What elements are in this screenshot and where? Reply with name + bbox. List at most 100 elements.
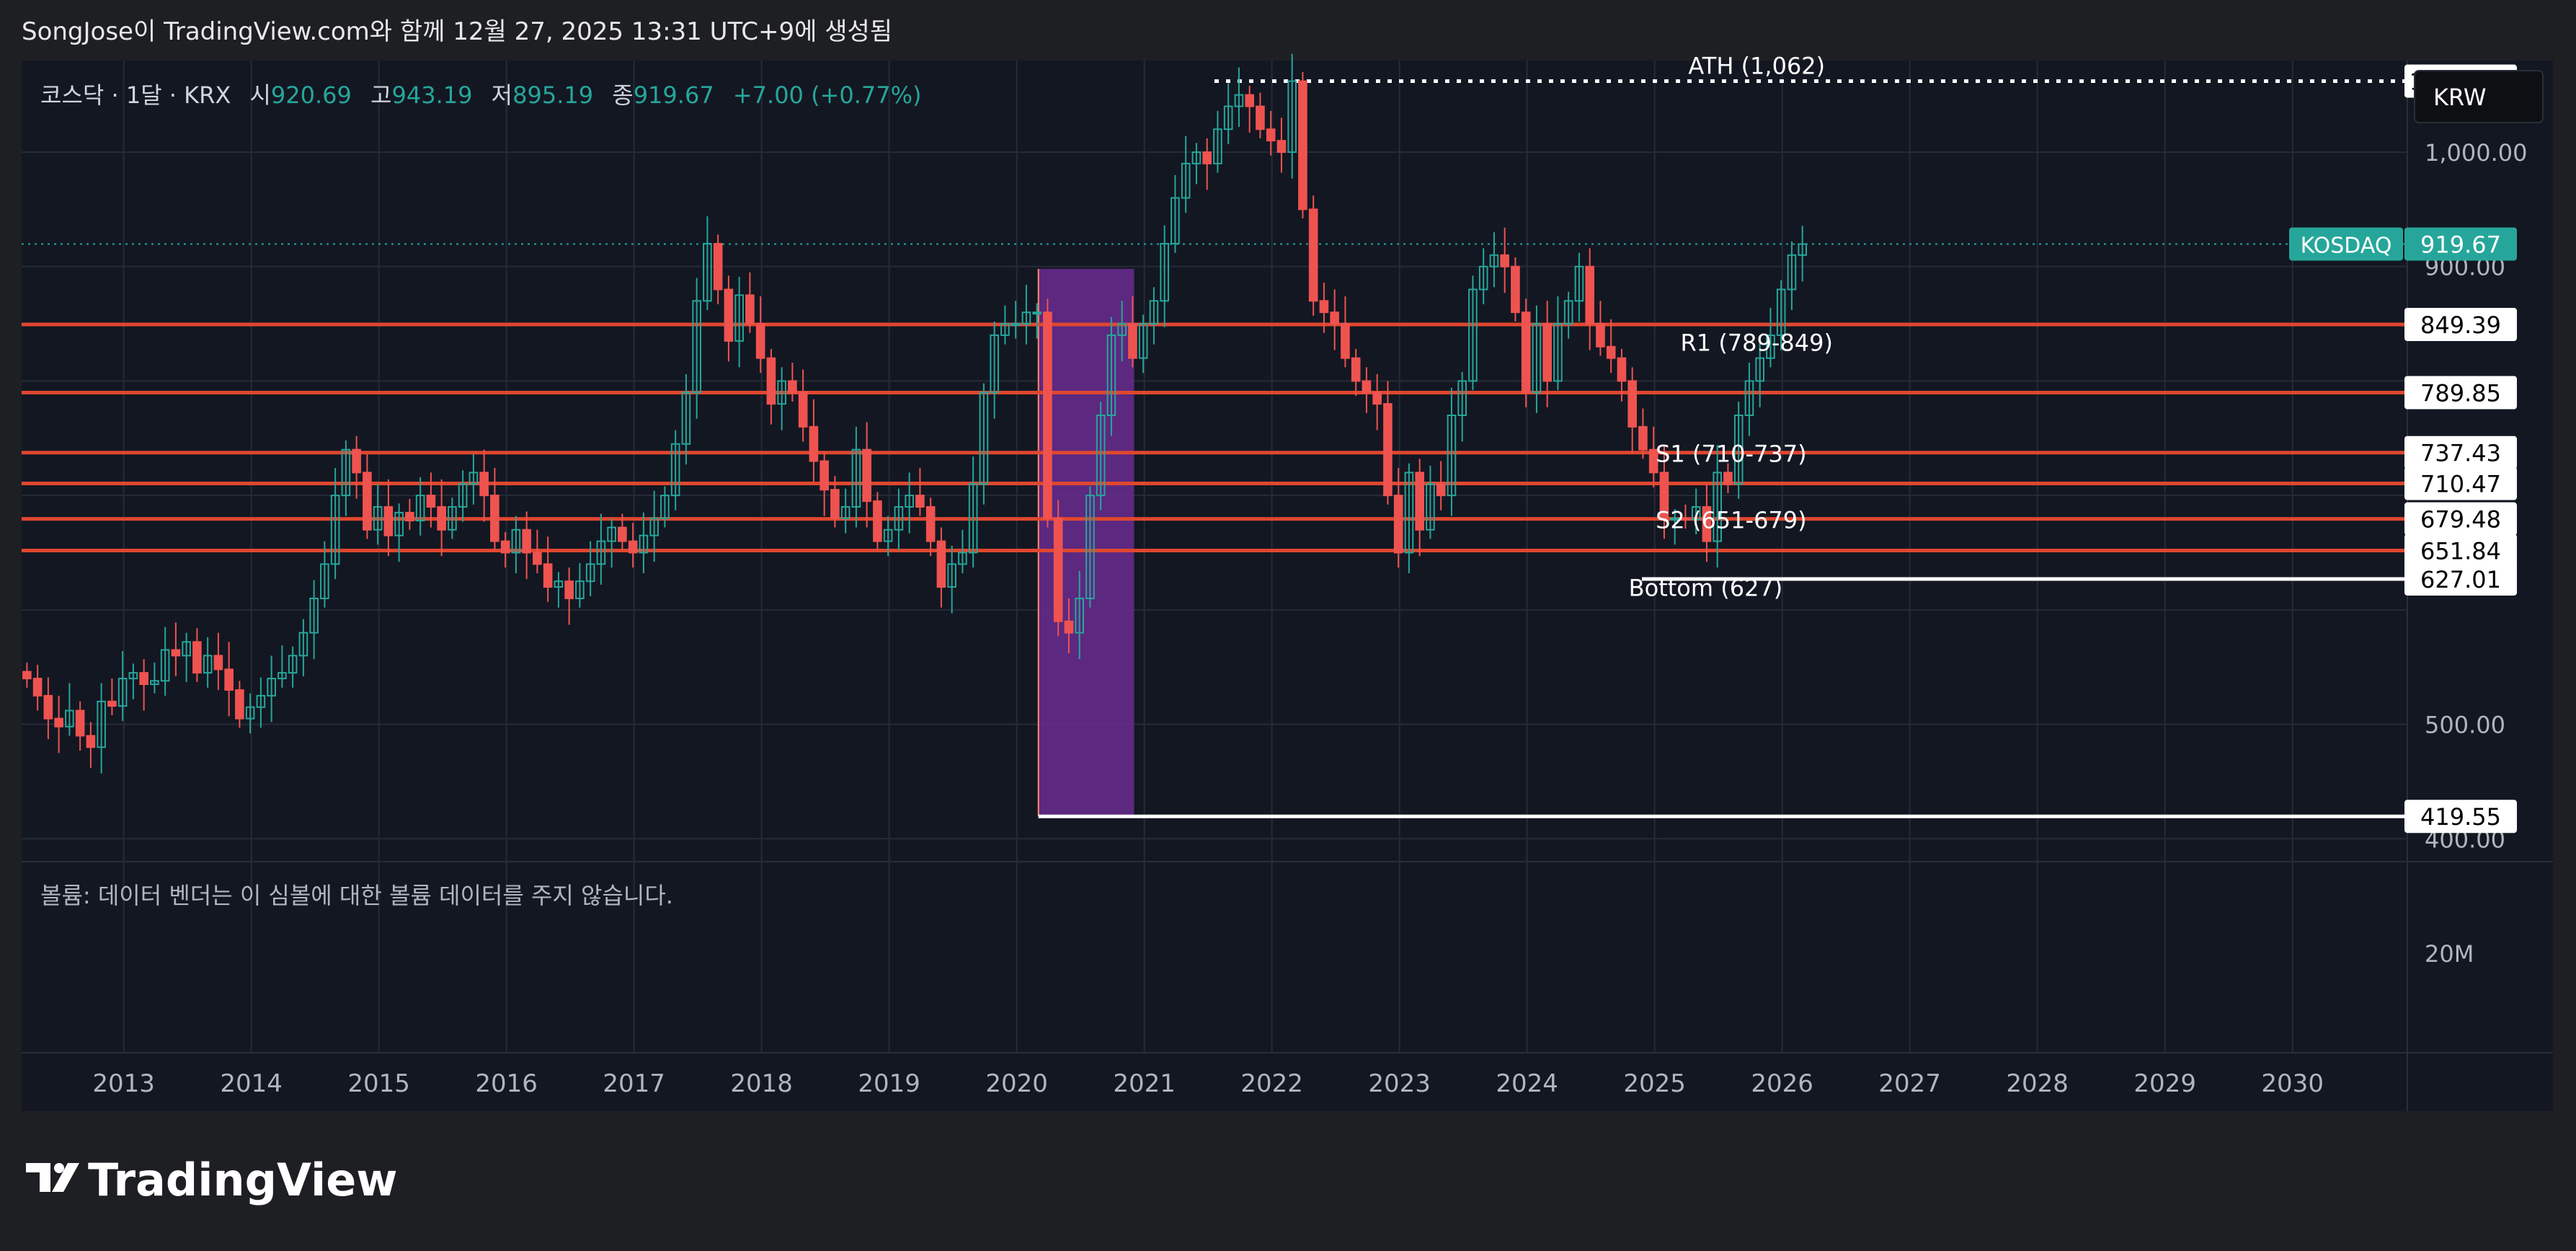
price-label-box	[2404, 562, 2517, 596]
candle-body	[192, 641, 202, 674]
candle-body	[160, 649, 170, 682]
candle-body	[1617, 357, 1627, 382]
candle-body	[1755, 357, 1765, 382]
tradingview-logo[interactable]: TradingView	[26, 1154, 398, 1206]
currency-button-label: KRW	[2433, 84, 2487, 111]
candle-body	[1596, 323, 1605, 348]
candle-body	[1713, 472, 1723, 542]
candle-body	[1266, 128, 1276, 142]
candle-body	[298, 632, 308, 657]
candle-body	[1691, 505, 1701, 521]
candle-body	[745, 294, 755, 325]
candle-body	[596, 540, 606, 565]
candle-body	[766, 357, 776, 405]
candle-body	[925, 505, 936, 542]
candle-body	[840, 505, 850, 519]
candle-body	[1138, 323, 1148, 359]
candle-body	[490, 495, 499, 542]
low-value: 895.19	[512, 81, 593, 109]
price-label: 679.48	[2420, 506, 2501, 534]
year-tick-label: 2023	[1368, 1069, 1431, 1098]
candle-body	[1415, 472, 1424, 531]
candle-body	[117, 678, 128, 707]
price-tick-label: 1,000.00	[2425, 139, 2528, 167]
year-tick-label: 2016	[475, 1069, 538, 1098]
candle-body	[724, 288, 734, 342]
candle-body	[267, 678, 276, 697]
volume-note: 볼륨: 데이터 벤더는 이 심볼에 대한 볼륨 데이터를 주지 않습니다.	[40, 882, 673, 909]
year-tick-label: 2014	[220, 1069, 283, 1098]
candle-body	[1276, 140, 1287, 153]
symbol-info[interactable]: 코스닥 · 1달 · KRX 시920.69 고943.19 저895.19 종…	[40, 81, 922, 109]
price-label-box	[2404, 502, 2517, 536]
candle-body	[820, 460, 829, 491]
year-tick-label: 2025	[1623, 1069, 1686, 1098]
candle-body	[1447, 415, 1457, 497]
chart-panel[interactable]	[22, 61, 2407, 1111]
candle-body	[554, 580, 564, 588]
candle-body	[1404, 472, 1414, 554]
candle-body	[86, 735, 96, 748]
candle-body	[373, 505, 383, 531]
candle-body	[1542, 323, 1552, 382]
grid-lines	[22, 61, 2407, 1053]
candle-body	[873, 500, 882, 542]
currency-button[interactable]: KRW	[2414, 70, 2544, 123]
candle-body	[1606, 345, 1616, 359]
open-value: 920.69	[271, 81, 352, 109]
candle-body	[437, 505, 446, 531]
candle-body	[1659, 472, 1669, 519]
candle-body	[1766, 334, 1775, 359]
candle-body	[703, 242, 712, 302]
candle-body	[150, 680, 159, 685]
candle-body	[458, 483, 468, 508]
candle-body	[1085, 495, 1095, 599]
candle-body	[1202, 151, 1212, 164]
candle-body	[309, 597, 319, 634]
candle-body	[1245, 94, 1254, 107]
candle-body	[564, 580, 574, 599]
candle-body	[958, 552, 967, 565]
candle-body	[277, 672, 287, 680]
candle-body	[1500, 254, 1509, 268]
candle-body	[468, 472, 479, 485]
candle-body	[1106, 334, 1116, 417]
candle-body	[1223, 105, 1233, 131]
candle-body	[1702, 505, 1712, 542]
candle-body	[1648, 448, 1658, 474]
candle-body	[32, 678, 43, 697]
candle-body	[1298, 80, 1307, 211]
candle-body	[788, 380, 797, 394]
year-tick-label: 2013	[92, 1069, 155, 1098]
candle-body	[1128, 323, 1137, 359]
price-label-box	[2404, 436, 2517, 469]
candle-body	[320, 563, 329, 599]
year-tick-label: 2029	[2133, 1069, 2196, 1098]
candle-body	[65, 710, 74, 728]
candle-body	[1053, 517, 1063, 622]
level-annotation: R1 (789-849)	[1681, 330, 1833, 357]
candle-body	[1436, 483, 1446, 497]
candle-body	[405, 511, 414, 522]
candle-body	[1787, 254, 1797, 291]
candle-body	[363, 472, 372, 531]
candle-body	[862, 448, 871, 503]
candle-body	[1489, 254, 1499, 268]
candle-body	[171, 649, 181, 657]
candle-body	[968, 483, 978, 554]
candle-body	[1553, 323, 1563, 382]
candle-body	[543, 563, 553, 588]
candle-body	[213, 655, 223, 671]
candle-body	[915, 495, 925, 508]
symbol-tag-box	[2289, 227, 2403, 261]
price-label-box	[2404, 467, 2517, 500]
candle-body	[936, 540, 946, 588]
candle-body	[639, 534, 649, 554]
candle-body	[1638, 425, 1648, 451]
candle-body	[670, 443, 680, 497]
candle-body	[990, 334, 999, 394]
level-annotation: ATH (1,062)	[1688, 53, 1825, 80]
candle-body	[341, 448, 351, 497]
candle-body	[1117, 323, 1127, 336]
